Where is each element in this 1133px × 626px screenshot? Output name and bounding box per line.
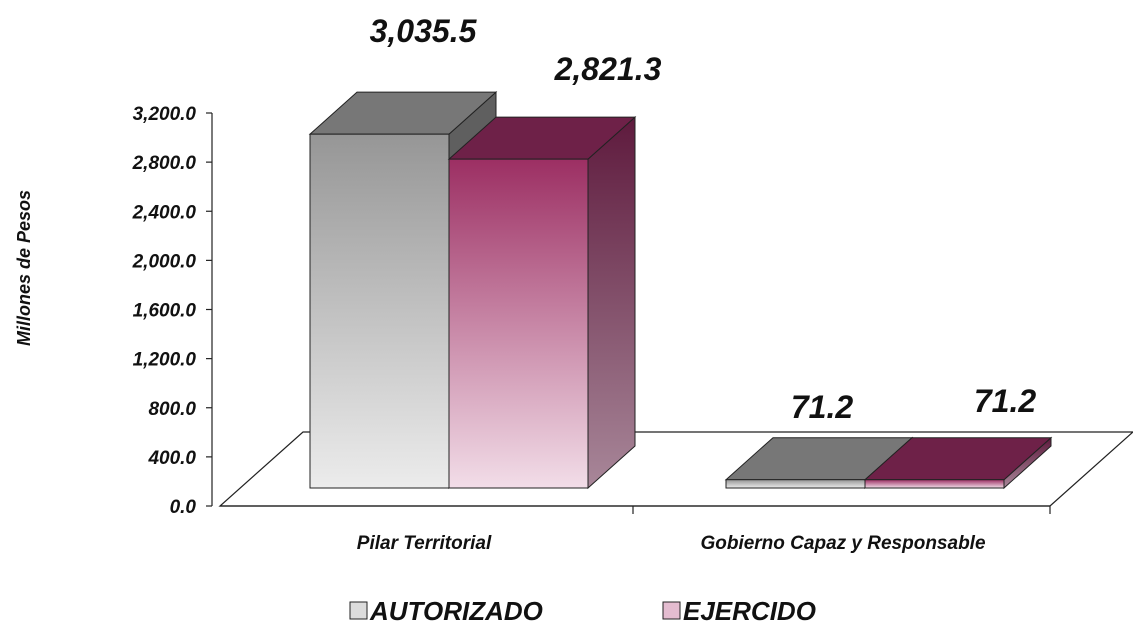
y-tick-label: 0.0 bbox=[170, 497, 197, 518]
data-label: 2,821.3 bbox=[554, 51, 662, 87]
data-label: 3,035.5 bbox=[370, 13, 478, 49]
legend-swatch-autorizado bbox=[349, 601, 368, 620]
legend-swatch-ejercido bbox=[662, 601, 681, 620]
legend-label-autorizado: AUTORIZADO bbox=[369, 596, 543, 626]
y-tick-label: 3,200.0 bbox=[133, 104, 197, 125]
y-tick-label: 800.0 bbox=[148, 399, 196, 420]
legend: AUTORIZADO EJERCIDO bbox=[349, 596, 816, 626]
bar-side-face bbox=[587, 116, 636, 490]
y-tick-label: 1,600.0 bbox=[133, 301, 197, 322]
y-axis-ticks: 0.0 400.0 800.0 1,200.0 1,600.0 2,000.0 2,400.… bbox=[132, 104, 212, 518]
y-tick-label: 2,000.0 bbox=[132, 251, 197, 272]
category-labels: Pilar Territorial Gobierno Capaz y Respon… bbox=[357, 533, 986, 554]
data-label: 71.2 bbox=[791, 389, 853, 425]
legend-label-ejercido: EJERCIDO bbox=[683, 596, 816, 626]
bar-front-face bbox=[309, 133, 450, 489]
data-label: 71.2 bbox=[974, 383, 1036, 419]
x-tick-label: Pilar Territorial bbox=[357, 533, 492, 554]
y-tick-label: 2,800.0 bbox=[132, 153, 197, 174]
bar-front-face bbox=[448, 158, 589, 489]
bar-ejercido-0 bbox=[447, 116, 637, 490]
y-axis-title: Millones de Pesos bbox=[14, 190, 34, 346]
data-labels: 3,035.5 2,821.3 71.2 71.2 bbox=[370, 13, 1037, 425]
y-tick-label: 2,400.0 bbox=[132, 202, 197, 223]
y-tick-label: 1,200.0 bbox=[133, 350, 197, 371]
bar-front-face bbox=[725, 479, 866, 489]
y-tick-label: 400.0 bbox=[147, 448, 196, 469]
bar-ejercido-1 bbox=[863, 436, 1053, 490]
x-tick-label: Gobierno Capaz y Responsable bbox=[700, 533, 985, 554]
bar-front-face bbox=[864, 479, 1005, 489]
bars bbox=[308, 91, 1053, 490]
